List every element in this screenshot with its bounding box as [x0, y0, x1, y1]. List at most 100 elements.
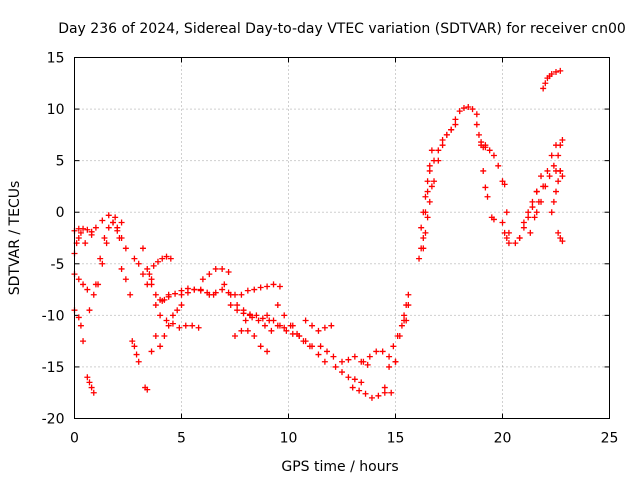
data-point-arc-7	[99, 260, 106, 267]
data-point-arc-60	[557, 167, 564, 174]
data-point-arc-24	[234, 307, 241, 314]
data-point-arc-10	[122, 276, 129, 283]
data-point-arc-9	[110, 219, 117, 226]
data-point-arc-33	[332, 363, 339, 370]
data-point-arc-27	[249, 314, 256, 321]
data-point-arc-36	[360, 358, 367, 365]
data-point-arc-56	[548, 71, 555, 78]
data-point-arc-8	[105, 224, 112, 231]
data-point-arc-51	[505, 240, 512, 247]
data-point-arc-3	[84, 286, 91, 293]
data-point-arc-30	[315, 351, 322, 358]
data-point-arc-25	[264, 348, 271, 355]
data-point-arc-18	[157, 343, 164, 350]
data-point-arc-53	[516, 235, 523, 241]
data-point-arc-17	[159, 297, 166, 304]
data-point-arc-32	[330, 353, 337, 360]
data-point-arc-20	[191, 286, 198, 293]
data-point-arc-26	[238, 291, 245, 298]
data-point-arc-33	[351, 376, 358, 383]
data-point-arc-20	[197, 286, 204, 293]
data-point-arc-2	[84, 226, 91, 233]
data-point-arc-24	[259, 315, 266, 322]
data-point-arc-54	[531, 214, 538, 221]
data-point-arc-26	[244, 287, 251, 294]
data-point-arc-28	[264, 312, 271, 319]
data-point-arc-41	[426, 162, 433, 169]
data-point-arc-22	[212, 289, 219, 296]
data-point-arc-30	[321, 358, 328, 365]
y-tick-labels: -20 -15 -10 -5 0 5 10 15	[42, 51, 65, 428]
data-point-arc-16	[152, 332, 159, 339]
data-point-arc-41	[428, 147, 435, 154]
data-point-arc-4	[80, 338, 87, 345]
data-point-arc-5	[88, 384, 95, 391]
data-point-arc-41	[418, 224, 425, 231]
data-point-arc-48	[484, 193, 491, 200]
data-point-arc-1	[75, 235, 82, 241]
data-point-arc-23	[221, 281, 228, 288]
data-point-arc-36	[386, 353, 393, 360]
data-point-arc-56	[557, 67, 564, 74]
data-point-arc-17	[165, 293, 172, 300]
data-point-arc-48	[482, 184, 489, 191]
y-tick-label: -10	[42, 308, 65, 324]
data-point-arc-6	[99, 217, 106, 224]
data-point-arc-58	[559, 137, 566, 144]
data-point-arc-15	[154, 258, 161, 265]
data-point-arc-46	[473, 121, 480, 128]
data-point-arc-31	[321, 324, 328, 331]
data-point-arc-8	[97, 255, 104, 262]
data-point-arc-50	[501, 181, 508, 188]
data-point-arc-15	[146, 271, 153, 278]
data-point-arc-7	[103, 240, 110, 247]
data-point-arc-5	[84, 374, 91, 381]
data-point-arc-15	[159, 255, 166, 262]
data-point-arc-18	[169, 312, 176, 319]
data-point-arc-37	[390, 343, 397, 350]
data-point-arc-37	[386, 363, 393, 370]
data-point-arc-12	[148, 276, 155, 283]
y-tick-label: 5	[56, 154, 65, 170]
data-point-arc-50	[499, 178, 506, 185]
data-point-arc-38	[401, 312, 408, 319]
data-point-arc-43	[431, 178, 438, 185]
data-point-arc-47	[495, 162, 502, 169]
data-point-arc-60	[559, 173, 566, 180]
data-point-arc-9	[114, 224, 121, 231]
data-point-arc-21	[206, 271, 213, 278]
data-point-arc-45	[460, 105, 467, 112]
x-tick-label: 15	[387, 431, 405, 447]
data-point-arc-33	[358, 379, 365, 386]
data-point-arc-55	[542, 183, 549, 190]
data-point-arc-25	[251, 332, 258, 339]
data-point-arc-18	[161, 332, 168, 339]
data-point-arc-30	[309, 343, 316, 350]
data-point-arc-35	[381, 389, 388, 396]
data-point-arc-8	[101, 235, 108, 241]
data-point-arc-3	[80, 281, 87, 288]
data-point-arc-31	[315, 327, 322, 334]
data-point-arc-28	[283, 327, 290, 334]
data-point-arc-9	[122, 245, 129, 252]
data-point-arc-11	[131, 343, 138, 350]
data-point-arc-47	[478, 142, 485, 149]
data-point-arc-41	[424, 178, 431, 185]
data-point-arc-35	[356, 387, 363, 394]
data-point-arc-55	[546, 173, 553, 180]
data-point-arc-38	[396, 332, 403, 339]
y-tick-label: -5	[51, 257, 65, 273]
data-point-arc-4	[77, 322, 84, 329]
y-tick-label: 0	[56, 205, 65, 221]
data-point-arc-6	[92, 224, 99, 231]
data-point-arc-22	[206, 291, 213, 298]
data-point-arc-34	[345, 356, 352, 363]
data-point-arc-52	[538, 173, 545, 180]
data-point-arc-9	[118, 235, 125, 241]
data-point-arc-20	[178, 291, 185, 298]
y-tick-label: -15	[42, 360, 65, 376]
data-point-arc-26	[276, 283, 283, 290]
data-point-arc-5	[90, 389, 97, 396]
data-point-arc-5	[86, 379, 93, 386]
data-point-arc-55	[533, 209, 540, 216]
